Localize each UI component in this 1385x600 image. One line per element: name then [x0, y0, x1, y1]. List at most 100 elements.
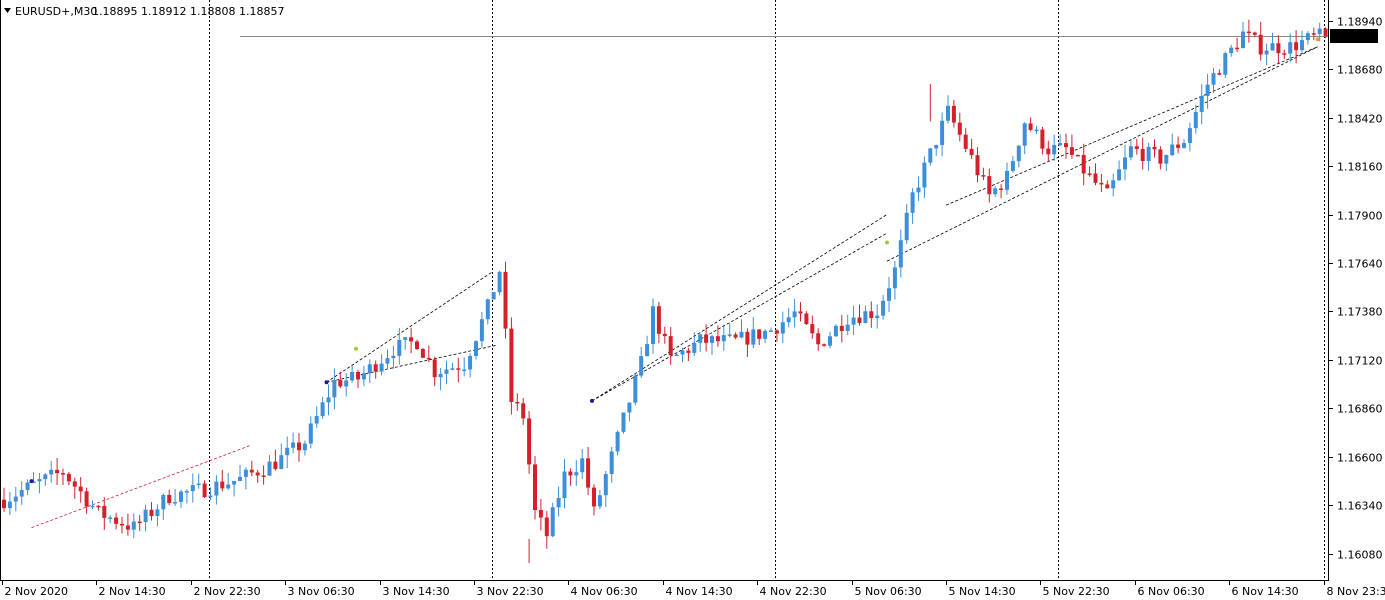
candle-body-46: [273, 461, 278, 469]
candle-body-38: [226, 484, 231, 489]
y-tick-label-5: 1.17640: [1337, 258, 1383, 271]
signal-mark-3: [354, 346, 358, 351]
candle-body-190: [1123, 157, 1127, 170]
candle-body-32: [190, 485, 195, 492]
candle-body-177: [1046, 148, 1051, 155]
candle-body-30: [179, 491, 183, 502]
candle-body-44: [261, 475, 266, 477]
candle-body-166: [981, 175, 986, 177]
x-tick-label-11: 5 Nov 22:30: [1043, 585, 1110, 598]
candle-body-39: [232, 480, 237, 485]
candle-body-217: [1282, 53, 1287, 55]
signal-mark-5: [1315, 37, 1320, 42]
candle-body-222: [1311, 33, 1316, 35]
candle-body-131: [774, 330, 779, 334]
candle-body-142: [839, 325, 844, 331]
candle-body-173: [1022, 123, 1027, 146]
candle-body-133: [786, 317, 791, 323]
candle-body-7: [43, 474, 48, 480]
candles: [2, 19, 1328, 564]
candle-body-185: [1093, 173, 1098, 183]
candle-body-194: [1146, 146, 1151, 161]
candle-body-75: [444, 369, 449, 374]
candle-body-95: [562, 471, 567, 498]
candle-body-78: [462, 369, 467, 371]
signal-mark-0: [29, 479, 34, 484]
candle-body-115: [680, 350, 685, 355]
candle-body-9: [55, 469, 60, 474]
candle-body-193: [1140, 148, 1145, 161]
candle-body-8: [49, 469, 54, 475]
candle-body-180: [1064, 143, 1068, 148]
candle-body-101: [597, 495, 602, 507]
y-tick-label-7: 1.17120: [1337, 355, 1383, 368]
candle-body-189: [1117, 169, 1122, 181]
candle-body-69: [409, 337, 414, 342]
candle-body-14: [84, 491, 89, 507]
candle-body-150: [887, 288, 891, 301]
candle-body-179: [1058, 143, 1063, 146]
signal-mark-1: [324, 380, 329, 385]
candle-body-76: [450, 368, 455, 370]
candle-body-47: [279, 455, 284, 469]
candle-body-66: [391, 355, 396, 359]
candle-body-167: [987, 176, 992, 195]
candle-body-163: [963, 134, 968, 149]
candle-body-5: [31, 481, 36, 483]
candle-body-26: [155, 509, 160, 517]
x-tick-label-2: 2 Nov 22:30: [194, 585, 261, 598]
x-tick-label-5: 3 Nov 22:30: [477, 585, 544, 598]
candle-body-87: [515, 401, 520, 404]
candle-body-137: [810, 324, 815, 334]
candle-body-208: [1229, 47, 1234, 54]
candle-body-98: [580, 458, 585, 473]
candle-body-202: [1193, 111, 1198, 129]
candle-body-52: [308, 423, 313, 444]
candle-body-146: [863, 311, 868, 323]
candle-body-198: [1170, 144, 1175, 156]
candle-body-196: [1158, 149, 1163, 164]
candle-body-84: [497, 271, 502, 293]
candle-body-96: [568, 471, 573, 476]
candle-body-144: [851, 317, 856, 325]
candle-body-219: [1294, 42, 1299, 51]
candle-body-18: [108, 517, 113, 519]
signal-mark-4: [885, 240, 889, 245]
candle-body-125: [739, 331, 744, 338]
candle-body-65: [385, 358, 390, 364]
x-tick-label-12: 6 Nov 06:30: [1138, 585, 1205, 598]
dropdown-triangle-icon[interactable]: [4, 8, 11, 13]
candle-body-184: [1087, 173, 1092, 175]
candle-body-204: [1205, 84, 1210, 96]
trendline-0: [31, 445, 250, 529]
candle-body-6: [37, 479, 42, 482]
candle-body-12: [72, 481, 77, 487]
candle-body-56: [332, 380, 337, 398]
x-tick-label-9: 5 Nov 06:30: [855, 585, 922, 598]
candle-body-37: [220, 481, 225, 489]
candle-body-22: [131, 521, 136, 530]
candle-body-33: [196, 483, 201, 486]
candle-body-17: [102, 505, 107, 518]
candle-body-21: [125, 525, 130, 530]
candle-body-127: [751, 329, 756, 345]
y-tick-label-3: 1.18160: [1337, 161, 1383, 174]
candle-body-192: [1134, 146, 1139, 149]
x-tick-label-3: 3 Nov 06:30: [288, 585, 355, 598]
candle-body-81: [479, 319, 484, 342]
candle-body-25: [149, 509, 154, 517]
candle-body-64: [379, 363, 384, 372]
candle-body-223: [1317, 28, 1322, 35]
candle-body-136: [804, 313, 809, 325]
candle-body-97: [574, 472, 579, 476]
candle-body-181: [1069, 147, 1074, 155]
candle-body-201: [1187, 128, 1192, 144]
candle-body-36: [214, 481, 219, 496]
candle-body-183: [1081, 154, 1086, 174]
candle-body-35: [208, 495, 213, 498]
candle-body-153: [904, 212, 909, 241]
candle-body-221: [1305, 33, 1310, 41]
candle-body-11: [66, 473, 71, 482]
candle-body-104: [615, 431, 620, 452]
